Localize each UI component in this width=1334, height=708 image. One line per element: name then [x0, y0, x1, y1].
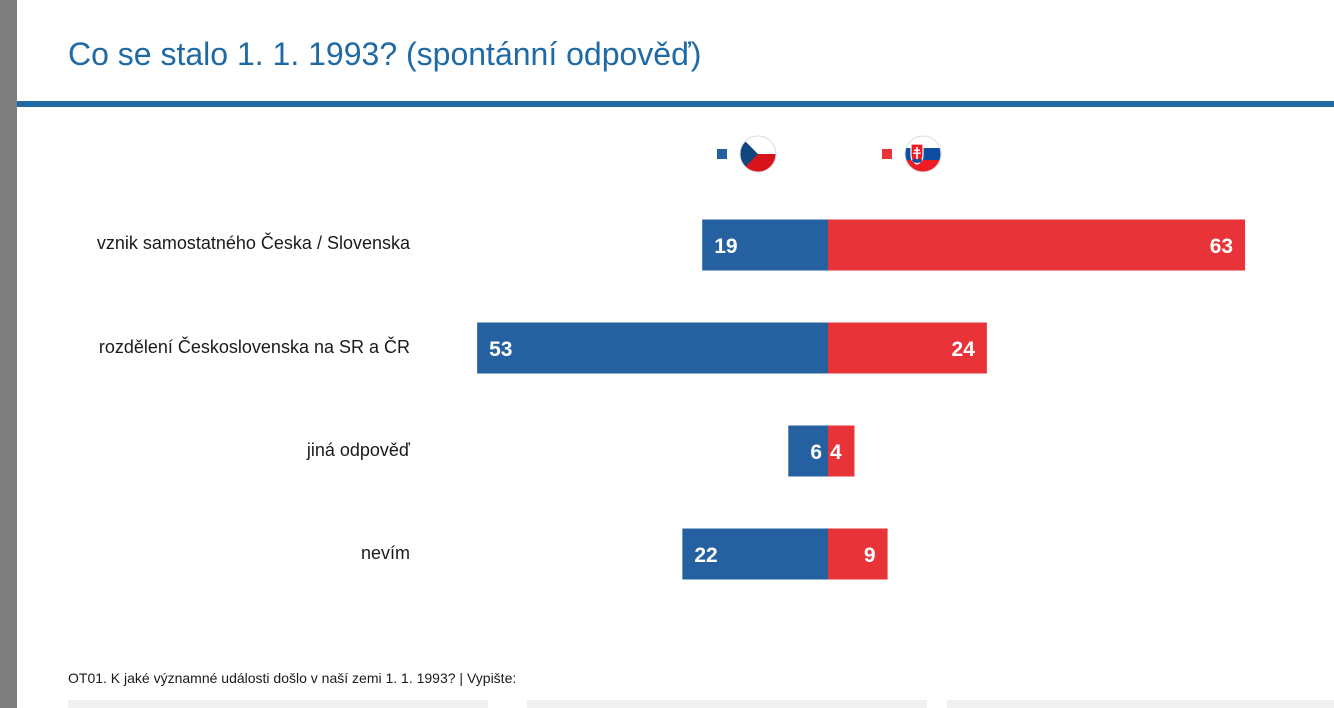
bar-czech-jina	[788, 425, 828, 477]
question-footnote: OT01. K jaké významné události došlo v n…	[68, 670, 517, 686]
value-label-czech-rozdeleni: 53	[489, 338, 512, 361]
bottom-panel-right	[947, 700, 1334, 708]
title-underline	[17, 101, 1334, 107]
legend-item-slovak	[882, 134, 942, 174]
value-label-czech-jina: 6	[810, 441, 822, 464]
bar-slovak-jina	[828, 425, 855, 477]
bottom-panel-middle	[527, 700, 927, 708]
bar-czech-vznik	[702, 219, 828, 271]
legend-swatch-czech	[717, 149, 727, 159]
legend-swatch-slovak	[882, 149, 892, 159]
category-label-vznik: vznik samostatného Česka / Slovenska	[96, 233, 410, 253]
value-label-slovak-jina: 4	[830, 441, 842, 464]
value-label-czech-vznik: 19	[714, 235, 737, 258]
value-label-czech-nevim: 22	[694, 544, 717, 567]
bar-czech-nevim	[682, 528, 828, 580]
page-left-border	[0, 0, 17, 708]
bottom-panel-left	[68, 700, 488, 708]
value-label-slovak-vznik: 63	[1210, 235, 1233, 258]
value-label-slovak-rozdeleni: 24	[952, 338, 976, 361]
bar-slovak-vznik	[828, 219, 1246, 271]
slovak-flag-icon	[904, 135, 942, 173]
category-label-rozdeleni: rozdělení Československa na SR a ČR	[98, 337, 410, 357]
czech-flag-icon	[739, 135, 777, 173]
legend-item-czech	[717, 134, 777, 174]
bar-czech-rozdeleni	[477, 322, 828, 374]
value-label-slovak-nevim: 9	[864, 544, 876, 567]
bar-slovak-nevim	[828, 528, 888, 580]
category-label-jina: jiná odpověď	[306, 440, 410, 460]
page-title: Co se stalo 1. 1. 1993? (spontánní odpov…	[68, 36, 702, 72]
category-label-nevim: nevím	[360, 543, 410, 563]
bar-slovak-rozdeleni	[828, 322, 987, 374]
